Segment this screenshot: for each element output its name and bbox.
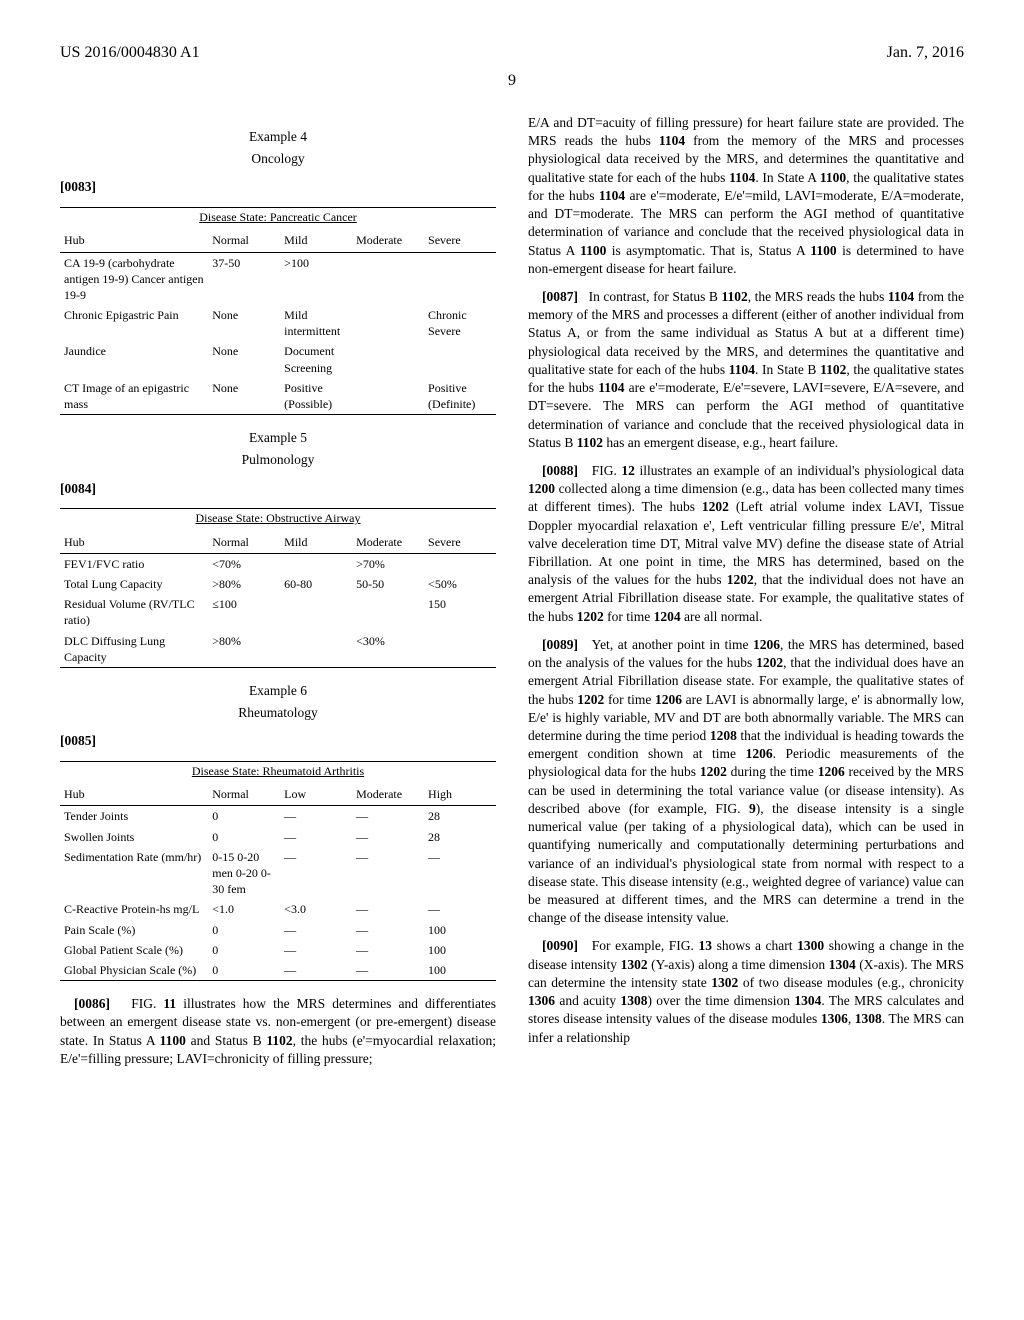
table-row: DLC Diffusing Lung Capacity>80%<30% <box>60 631 496 668</box>
col-header: Hub <box>60 229 208 252</box>
table-caption: Disease State: Rheumatoid Arthritis <box>60 763 496 783</box>
para-num: [0084] <box>60 481 96 496</box>
table-row: C-Reactive Protein-hs mg/L<1.0<3.0—— <box>60 899 496 919</box>
para-0086: [0086] FIG. 11 illustrates how the MRS d… <box>60 995 496 1068</box>
table-caption: Disease State: Obstructive Airway <box>60 510 496 530</box>
para-text: For example, FIG. 13 shows a chart 1300 … <box>528 938 964 1044</box>
table-obstructive: Disease State: Obstructive Airway Hub No… <box>60 508 496 668</box>
para-num: [0090] <box>542 938 578 953</box>
para-0086-cont: E/A and DT=acuity of filling pressure) f… <box>528 114 964 278</box>
para-0088: [0088] FIG. 12 illustrates an example of… <box>528 462 964 626</box>
para-text: FIG. 12 illustrates an example of an ind… <box>528 463 964 624</box>
table-caption: Disease State: Pancreatic Cancer <box>60 209 496 229</box>
table-row: JaundiceNoneDocument Screening <box>60 341 496 377</box>
col-header: Moderate <box>352 783 424 806</box>
table-row: Sedimentation Rate (mm/hr)0-15 0-20 men … <box>60 847 496 900</box>
left-column: Example 4 Oncology [0083] Disease State:… <box>60 114 496 1078</box>
table-row: CA 19-9 (carbohydrate antigen 19-9) Canc… <box>60 252 496 305</box>
table-row: Tender Joints0——28 <box>60 806 496 827</box>
para-0090: [0090] For example, FIG. 13 shows a char… <box>528 937 964 1046</box>
para-num: [0088] <box>542 463 578 478</box>
table-row: CT Image of an epigastric massNonePositi… <box>60 378 496 415</box>
col-header: Mild <box>280 229 352 252</box>
example-6-title: Rheumatology <box>60 704 496 722</box>
col-header: Hub <box>60 531 208 554</box>
table-row: Global Physician Scale (%)0——100 <box>60 960 496 981</box>
page: US 2016/0004830 A1 Jan. 7, 2016 9 Exampl… <box>0 0 1024 1320</box>
para-num: [0083] <box>60 179 96 194</box>
col-header: Hub <box>60 783 208 806</box>
para-num: [0087] <box>542 289 578 304</box>
para-0087: [0087] In contrast, for Status B 1102, t… <box>528 288 964 452</box>
para-num: [0086] <box>74 996 110 1011</box>
para-text: In contrast, for Status B 1102, the MRS … <box>528 289 964 450</box>
table-row: Global Patient Scale (%)0——100 <box>60 940 496 960</box>
col-header: Moderate <box>352 229 424 252</box>
table-row: Swollen Joints0——28 <box>60 827 496 847</box>
col-header: Normal <box>208 531 280 554</box>
page-header: US 2016/0004830 A1 Jan. 7, 2016 <box>60 44 964 62</box>
doc-date: Jan. 7, 2016 <box>887 44 964 62</box>
col-header: High <box>424 783 496 806</box>
example-4-head: Example 4 <box>60 128 496 146</box>
para-num: [0085] <box>60 733 96 748</box>
col-header: Severe <box>424 531 496 554</box>
col-header: Normal <box>208 783 280 806</box>
table-row: Chronic Epigastric PainNoneMild intermit… <box>60 305 496 341</box>
col-header: Severe <box>424 229 496 252</box>
table-row: FEV1/FVC ratio<70%>70% <box>60 553 496 574</box>
doc-number: US 2016/0004830 A1 <box>60 44 200 62</box>
example-6-head: Example 6 <box>60 682 496 700</box>
page-number: 9 <box>60 72 964 90</box>
para-num: [0089] <box>542 637 578 652</box>
para-text: FIG. 11 illustrates how the MRS determin… <box>60 996 496 1066</box>
columns: Example 4 Oncology [0083] Disease State:… <box>60 114 964 1078</box>
para-0084: [0084] <box>60 480 496 498</box>
table-row: Residual Volume (RV/TLC ratio)≤100150 <box>60 594 496 630</box>
example-4-title: Oncology <box>60 150 496 168</box>
table-row: Pain Scale (%)0——100 <box>60 920 496 940</box>
para-0083: [0083] <box>60 178 496 196</box>
table-pancreatic: Disease State: Pancreatic Cancer Hub Nor… <box>60 207 496 416</box>
right-column: E/A and DT=acuity of filling pressure) f… <box>528 114 964 1078</box>
example-5-head: Example 5 <box>60 429 496 447</box>
table-row: Total Lung Capacity>80%60-8050-50<50% <box>60 574 496 594</box>
para-text: Yet, at another point in time 1206, the … <box>528 637 964 925</box>
para-0089: [0089] Yet, at another point in time 120… <box>528 636 964 928</box>
col-header: Normal <box>208 229 280 252</box>
col-header: Mild <box>280 531 352 554</box>
para-0085: [0085] <box>60 732 496 750</box>
table-rheumatoid: Disease State: Rheumatoid Arthritis Hub … <box>60 761 496 982</box>
col-header: Moderate <box>352 531 424 554</box>
col-header: Low <box>280 783 352 806</box>
example-5-title: Pulmonology <box>60 451 496 469</box>
